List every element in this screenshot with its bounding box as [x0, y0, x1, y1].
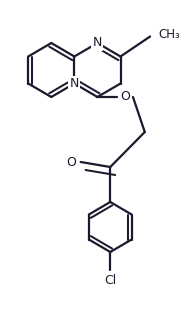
Text: O: O — [66, 156, 76, 169]
Text: N: N — [93, 37, 102, 49]
Text: CH₃: CH₃ — [158, 28, 180, 41]
Text: O: O — [120, 90, 130, 104]
Text: Cl: Cl — [104, 273, 116, 287]
Text: N: N — [70, 77, 79, 90]
